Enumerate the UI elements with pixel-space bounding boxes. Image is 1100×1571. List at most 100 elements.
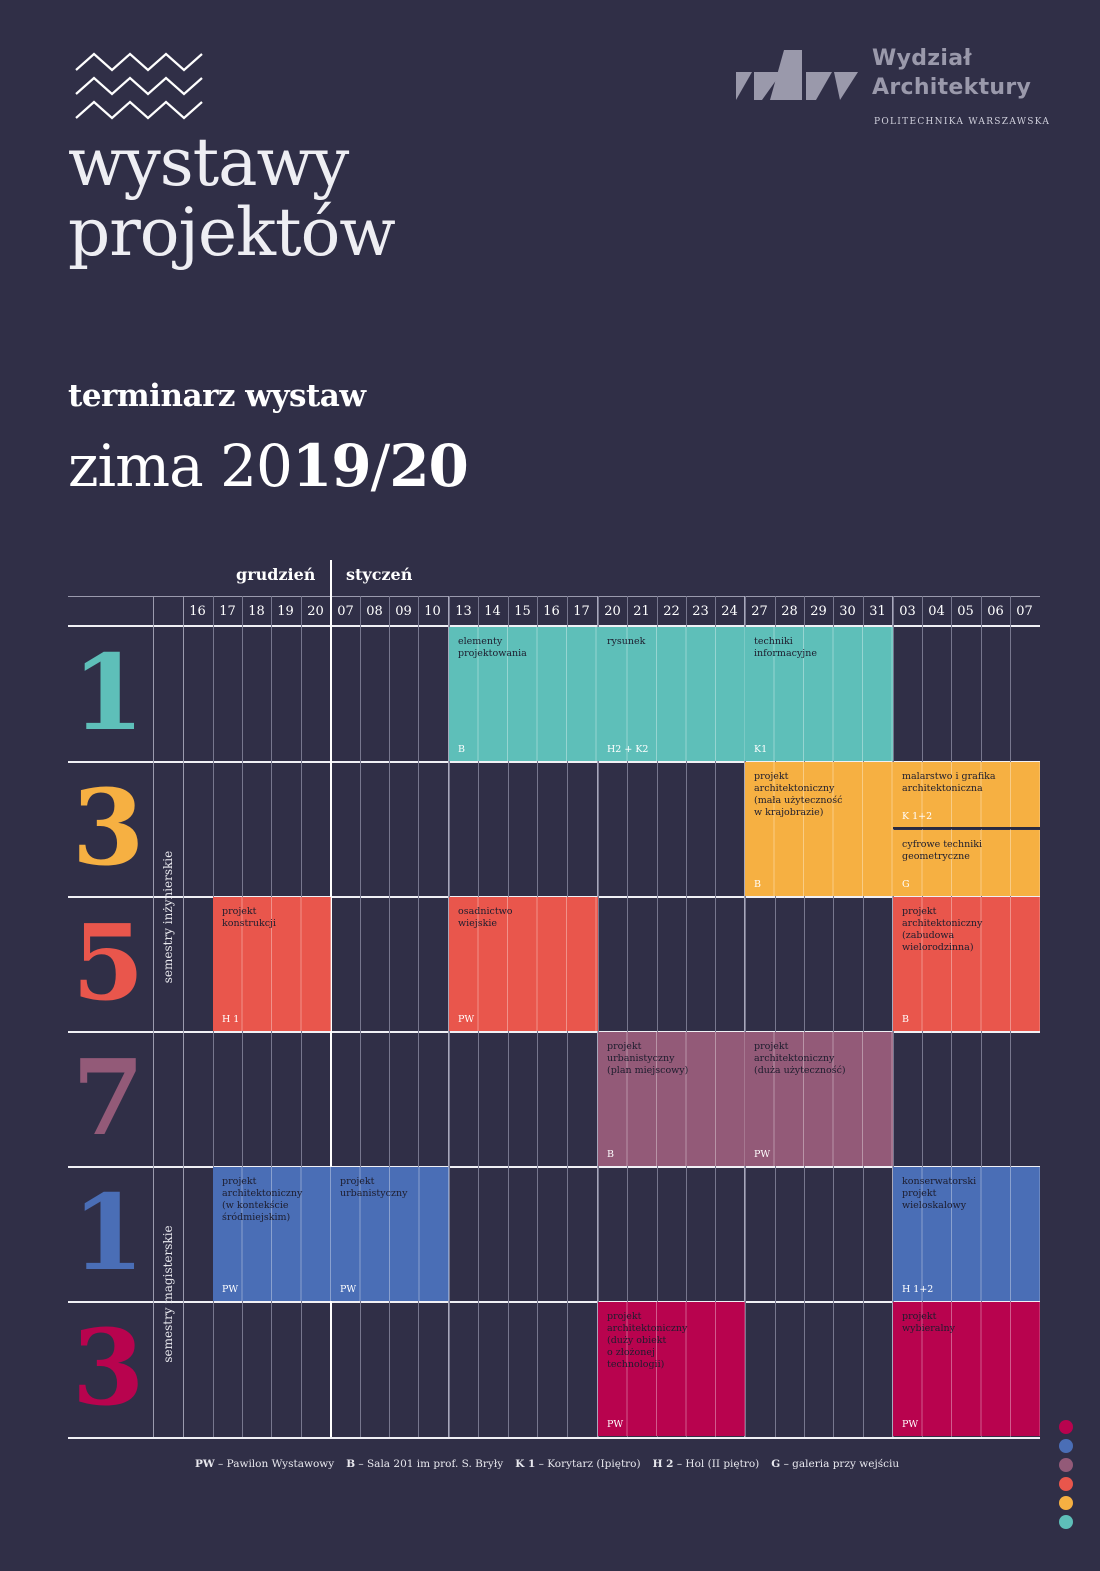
day-number: 10 [424, 604, 441, 619]
exhibition-location: B [902, 1014, 909, 1025]
grid-column-line [360, 596, 361, 1437]
day-number: 29 [810, 604, 827, 619]
legend-key: G [771, 1458, 781, 1470]
grid-column-line [892, 596, 893, 1437]
exhibition-label: elementy projektowania [458, 636, 527, 659]
exhibition-block: konserwatorski projekt wieloskalowy H 1+2 [893, 1167, 1040, 1301]
day-number: 20 [604, 604, 621, 619]
exhibition-location: PW [607, 1419, 624, 1430]
semester-number: 1 [72, 1171, 145, 1294]
exhibition-block: cyfrowe techniki geometryczne G [893, 830, 1040, 896]
exhibition-label: malarstwo i grafika architektoniczna [902, 771, 996, 794]
exhibition-label: rysunek [607, 636, 646, 647]
exhibition-block: projekt wybieralny PW [893, 1302, 1040, 1436]
season-title: zima 2019/20 [68, 432, 469, 500]
day-number: 31 [869, 604, 886, 619]
day-number: 21 [633, 604, 650, 619]
exhibition-location: PW [222, 1284, 239, 1295]
day-number: 04 [928, 604, 945, 619]
exhibition-location: PW [754, 1149, 771, 1160]
exhibition-location: B [754, 879, 761, 890]
half-divider [893, 827, 1040, 829]
exhibition-label: cyfrowe techniki geometryczne [902, 839, 983, 862]
legend-text: – Pawilon Wystawowy [214, 1458, 335, 1470]
color-dot [1059, 1477, 1073, 1491]
month-label: styczeń [346, 565, 413, 584]
day-number: 23 [692, 604, 709, 619]
season-prefix: zima 20 [68, 432, 293, 500]
day-number: 13 [455, 604, 472, 619]
group-label-masters: semestry magisterskie [161, 1225, 175, 1363]
block-grid-overlay [331, 1167, 449, 1301]
color-dot [1059, 1496, 1073, 1510]
grid-divider [68, 896, 183, 898]
season-slash: / [370, 432, 391, 500]
exhibition-block: elementy projektowania B [449, 627, 598, 761]
block-grid-overlay [213, 897, 331, 1031]
exhibition-label: projekt konstrukcji [222, 906, 277, 929]
legend-key: K 1 [515, 1458, 536, 1470]
grid-column-line [330, 560, 332, 1437]
exhibition-block: projekt urbanistyczny PW [331, 1167, 449, 1301]
exhibition-block: malarstwo i grafika architektoniczna K 1+… [893, 762, 1040, 828]
exhibition-block: osadnictwo wiejskie PW [449, 897, 598, 1031]
exhibition-block: projekt architektoniczny (duży obiekt o … [598, 1302, 745, 1436]
color-dot [1059, 1439, 1073, 1453]
legend-item: G – galeria przy wejściu [771, 1458, 899, 1470]
faculty-logo-icon [736, 50, 858, 100]
exhibition-label: techniki informacyjne [754, 636, 817, 659]
legend-text: – Hol (II piętro) [673, 1458, 760, 1470]
grid-divider [68, 1166, 183, 1168]
day-number: 14 [484, 604, 501, 619]
day-number: 15 [514, 604, 531, 619]
page-title: wystawy projektów [68, 124, 396, 271]
exhibition-location: K 1+2 [902, 811, 933, 822]
zigzag-logo-icon [75, 52, 203, 120]
legend-text: – galeria przy wejściu [780, 1458, 900, 1470]
grid-column-line [775, 596, 776, 1437]
grid-column-line [686, 596, 687, 1437]
exhibition-location: PW [902, 1419, 919, 1430]
exhibition-block: techniki informacyjne K1 [745, 627, 893, 761]
day-number: 05 [957, 604, 974, 619]
block-grid-overlay [893, 762, 1040, 828]
schedule-subtitle: terminarz wystaw [68, 378, 366, 414]
exhibition-location: H 1+2 [902, 1284, 934, 1295]
day-number: 24 [721, 604, 738, 619]
block-grid-overlay [449, 627, 598, 761]
legend-item: B – Sala 201 im prof. S. Bryły [346, 1458, 503, 1470]
grid-divider [68, 1437, 1040, 1439]
day-number: 08 [366, 604, 383, 619]
legend-item: K 1 – Korytarz (Ipiętro) [515, 1458, 640, 1470]
grid-divider [68, 761, 183, 763]
exhibition-label: projekt urbanistyczny [340, 1176, 408, 1199]
title-line-2: projektów [68, 194, 396, 271]
block-grid-overlay [745, 762, 893, 896]
exhibition-location: B [458, 744, 465, 755]
block-grid-overlay [598, 627, 745, 761]
semester-number: 3 [72, 766, 145, 889]
grid-column-line [804, 596, 805, 1437]
grid-divider [68, 625, 1040, 627]
block-grid-overlay [893, 897, 1040, 1031]
grid-divider [68, 1031, 183, 1033]
block-grid-overlay [893, 830, 1040, 896]
season-year-2: 20 [389, 432, 469, 500]
exhibition-block: rysunek H2 + K2 [598, 627, 745, 761]
day-number: 19 [277, 604, 294, 619]
university-name: POLITECHNIKA WARSZAWSKA [874, 117, 1051, 127]
faculty-name-line-2: Architektury [872, 75, 1032, 100]
grid-column-line [183, 596, 184, 1437]
block-grid-overlay [745, 1032, 893, 1166]
grid-column-line [627, 596, 628, 1437]
day-number: 17 [573, 604, 590, 619]
day-number: 16 [189, 604, 206, 619]
grid-column-line [745, 596, 746, 1437]
title-line-1: wystawy [68, 124, 349, 201]
day-number: 16 [543, 604, 560, 619]
exhibition-label: projekt wybieralny [902, 1311, 955, 1334]
exhibition-label: projekt architektoniczny (zabudowa wielo… [902, 906, 983, 953]
exhibition-block: projekt architektoniczny (mała użyteczno… [745, 762, 893, 896]
day-number: 17 [219, 604, 236, 619]
month-label: grudzień [236, 565, 316, 584]
